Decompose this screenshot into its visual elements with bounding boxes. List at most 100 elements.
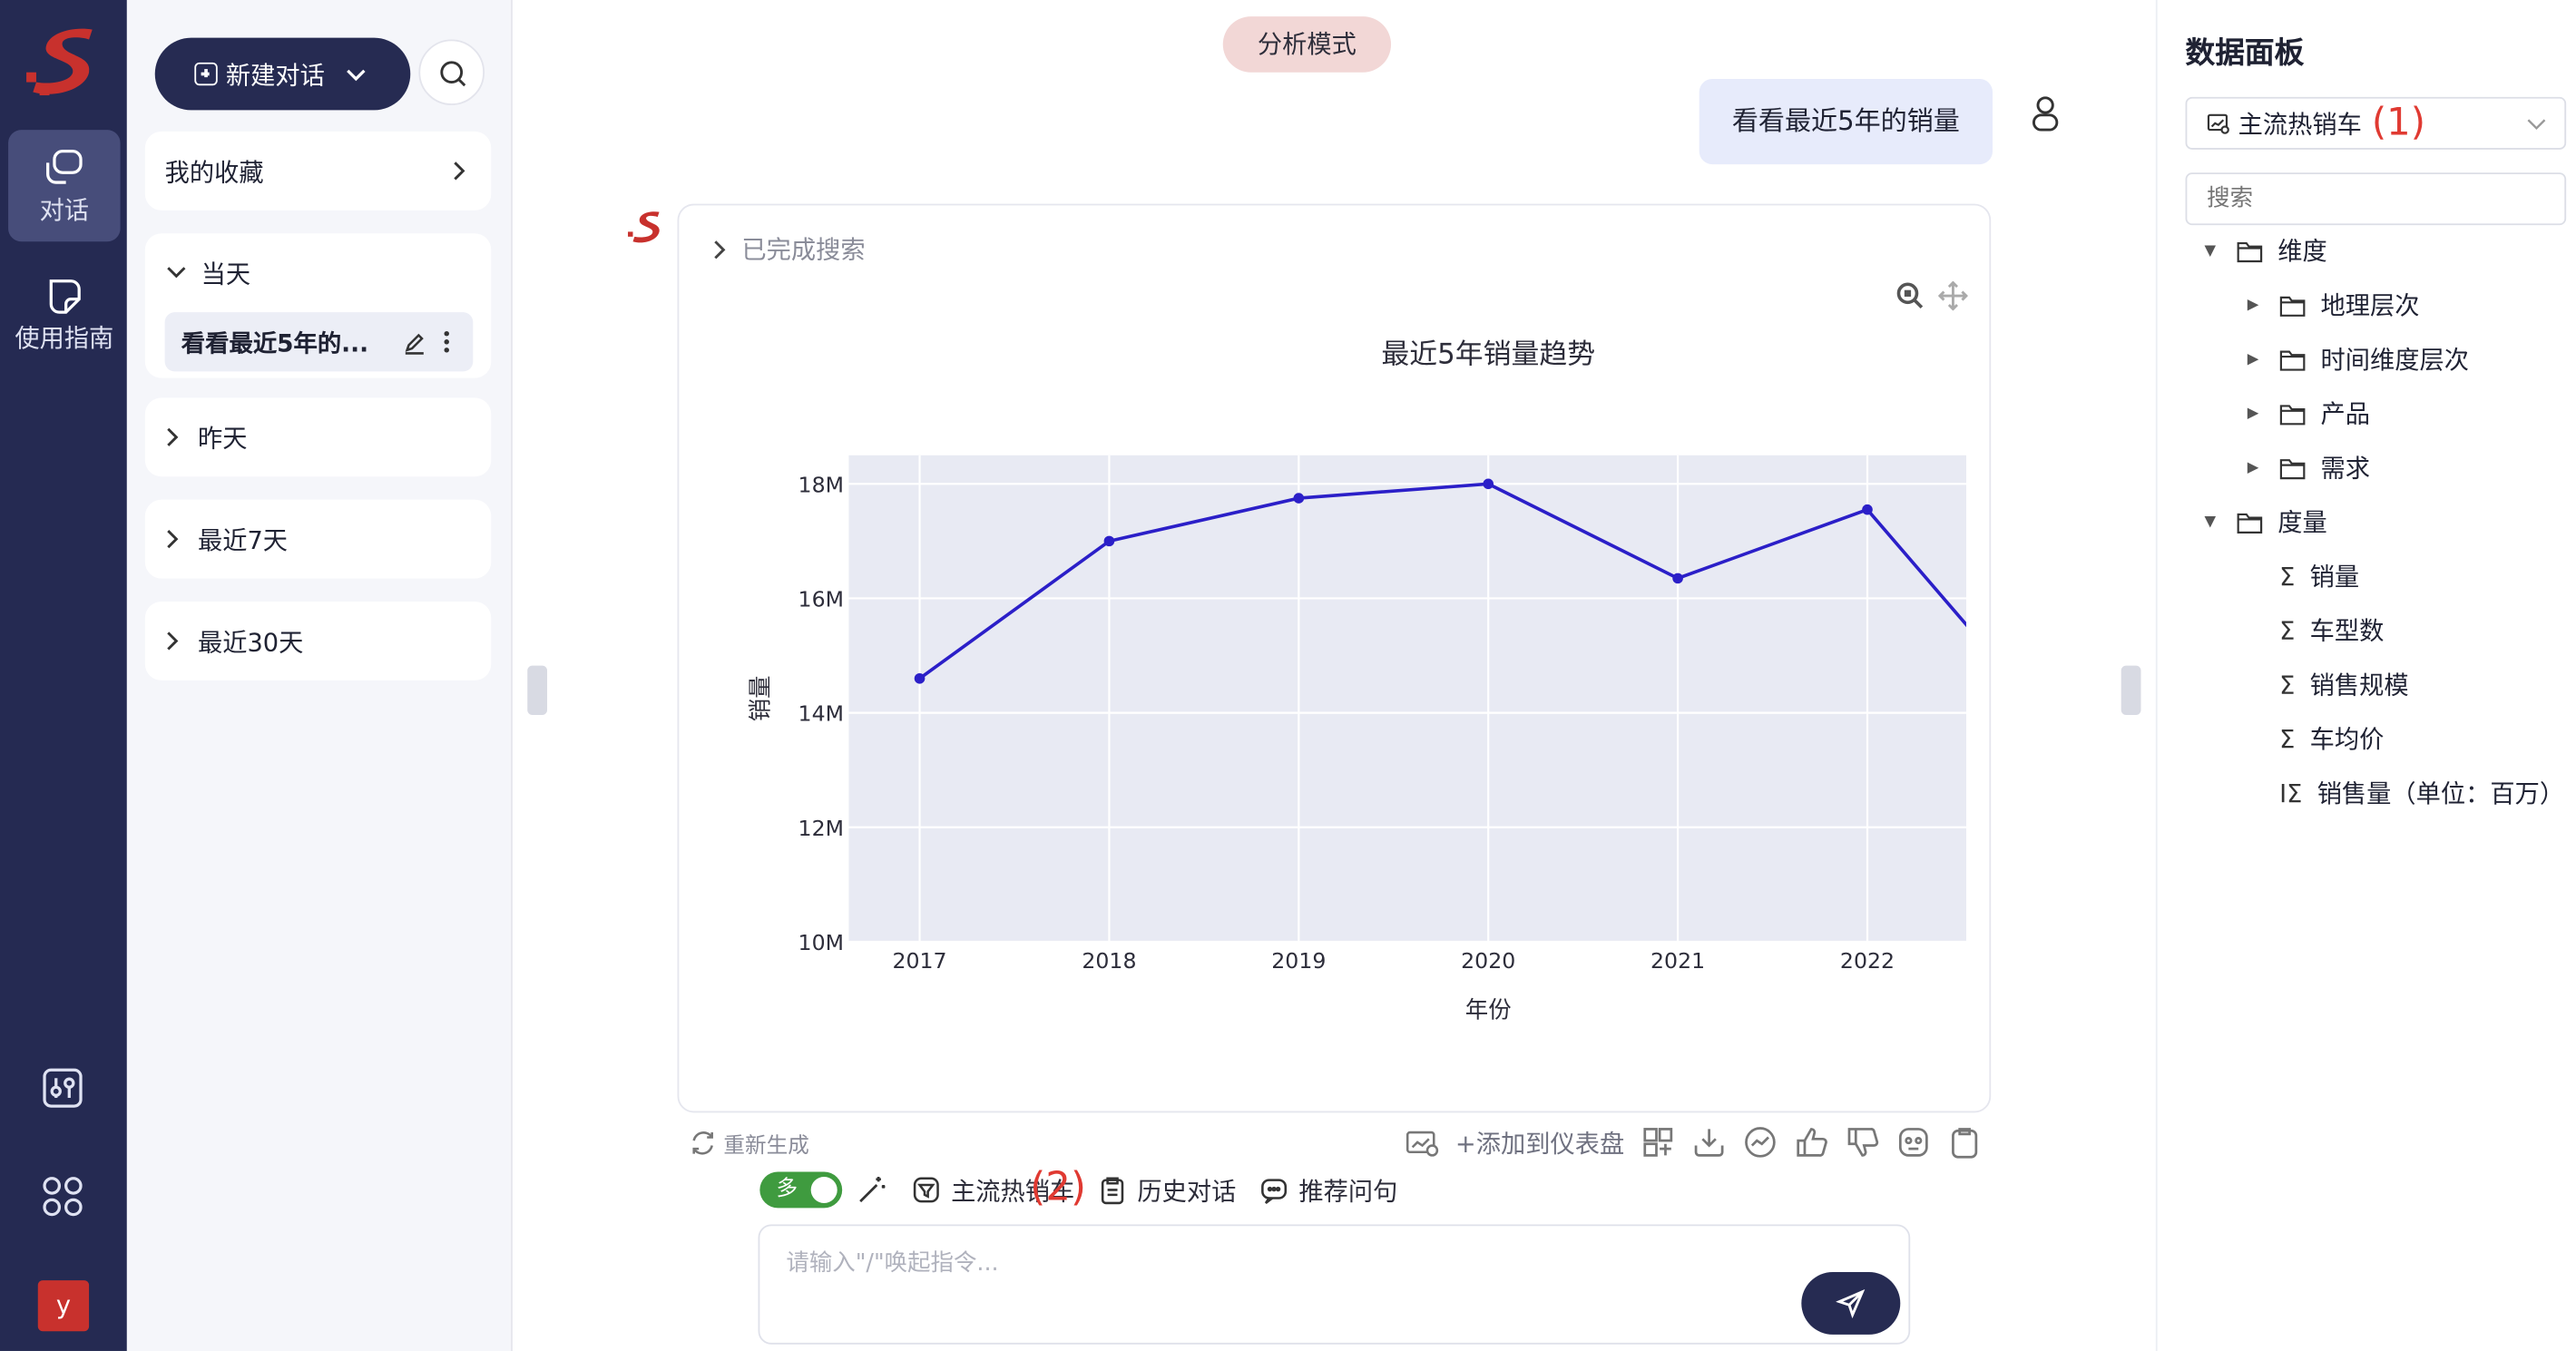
caret-down-icon[interactable]: ▼ bbox=[2204, 242, 2217, 259]
collapse-right-handle[interactable] bbox=[2121, 665, 2141, 715]
caret-down-icon[interactable]: ▼ bbox=[2204, 514, 2217, 531]
tree-node[interactable]: ▶ 地理层次 bbox=[2243, 278, 2420, 332]
regenerate-button[interactable]: 重新生成 bbox=[689, 1128, 809, 1159]
history-button[interactable]: 历史对话 bbox=[1098, 1172, 1236, 1207]
new-chat-button[interactable]: 新建对话 bbox=[154, 37, 411, 111]
chevron-right-icon bbox=[167, 631, 179, 651]
assistant-logo bbox=[628, 211, 660, 243]
y-tick-label: 18M bbox=[798, 472, 844, 497]
tree-node[interactable]: Σ 销量 bbox=[2243, 549, 2359, 603]
chart-toolbar bbox=[1895, 280, 1968, 311]
zoom-icon[interactable] bbox=[1895, 281, 1925, 311]
tree-node[interactable]: Σ 车型数 bbox=[2243, 603, 2384, 658]
folder-icon bbox=[2237, 241, 2263, 262]
rail-item-guide[interactable]: 使用指南 bbox=[8, 258, 121, 369]
chart-settings-icon[interactable] bbox=[1405, 1124, 1441, 1160]
send-button[interactable] bbox=[1801, 1272, 1901, 1335]
tree-node-label: 车均价 bbox=[2309, 724, 2385, 755]
model-selector-label: 主流热销车 bbox=[951, 1176, 1075, 1206]
user-message-bubble: 看看最近5年的销量 bbox=[1699, 78, 1993, 165]
answer-actions: +添加到仪表盘 bbox=[1405, 1124, 1983, 1160]
y-tick-label: 16M bbox=[798, 587, 844, 612]
data-panel-search[interactable] bbox=[2185, 172, 2567, 226]
search-icon bbox=[440, 61, 466, 87]
refresh-icon bbox=[692, 1131, 713, 1155]
rail-item-chat[interactable]: 对话 bbox=[8, 130, 121, 242]
tree-node[interactable]: Σ 销售规模 bbox=[2243, 658, 2409, 712]
chevron-down-icon bbox=[167, 267, 186, 279]
caret-right-icon[interactable]: ▶ bbox=[2247, 350, 2259, 367]
folder-icon bbox=[2279, 295, 2306, 316]
recommend-button-label: 推荐问句 bbox=[1298, 1176, 1398, 1206]
filter-shield-icon bbox=[913, 1177, 939, 1203]
caret-right-icon[interactable]: ▶ bbox=[2247, 296, 2259, 314]
tree-node[interactable]: ▶ 时间维度层次 bbox=[2243, 332, 2469, 387]
rail-label-guide: 使用指南 bbox=[15, 323, 114, 354]
chevron-right-icon bbox=[454, 162, 465, 181]
user-icon bbox=[2032, 96, 2059, 132]
history-item[interactable]: 看看最近5年的... bbox=[164, 312, 474, 372]
tree-node[interactable]: ▼ 度量 bbox=[2200, 494, 2326, 549]
conversation-search-button[interactable] bbox=[418, 39, 485, 105]
caret-right-icon[interactable]: ▶ bbox=[2247, 459, 2259, 476]
section-yesterday[interactable]: 昨天 bbox=[144, 397, 492, 477]
tree-node[interactable]: ▶ 需求 bbox=[2243, 440, 2370, 494]
favorites-card[interactable]: 我的收藏 bbox=[144, 131, 492, 210]
section-today-header[interactable]: 当天 bbox=[145, 233, 491, 312]
collapse-left-handle[interactable] bbox=[527, 665, 548, 715]
data-point bbox=[1103, 535, 1115, 547]
user-avatar[interactable]: y bbox=[37, 1280, 90, 1332]
tree-node-label: 需求 bbox=[2320, 453, 2371, 484]
left-rail: 对话 使用指南 y bbox=[0, 0, 127, 1351]
copy-icon[interactable] bbox=[1945, 1124, 1982, 1160]
bot-feedback-icon[interactable] bbox=[1895, 1124, 1931, 1160]
trend-chart-icon[interactable] bbox=[1741, 1124, 1778, 1160]
tree-node[interactable]: Σ 车均价 bbox=[2243, 711, 2384, 766]
y-tick-label: 10M bbox=[798, 930, 844, 955]
folder-icon bbox=[2279, 404, 2306, 425]
x-tick-label: 2018 bbox=[1082, 948, 1136, 974]
annotation-marker-1: (1) bbox=[2371, 102, 2426, 145]
tree-node[interactable]: IΣ 销售量（单位：百万） bbox=[2243, 766, 2564, 820]
section-last7days-label: 最近7天 bbox=[197, 524, 289, 555]
chevron-down-icon[interactable] bbox=[345, 63, 367, 85]
measure-sigma-icon: Σ bbox=[2279, 723, 2296, 754]
tree-node-label: 时间维度层次 bbox=[2320, 345, 2469, 375]
model-selector[interactable]: 主流热销车 bbox=[911, 1172, 1074, 1207]
thumbs-up-icon[interactable] bbox=[1792, 1124, 1828, 1160]
app-logo bbox=[26, 28, 93, 96]
search-status-label: 已完成搜索 bbox=[741, 235, 866, 265]
calc-measure-icon: IΣ bbox=[2279, 778, 2303, 808]
add-to-dashboard-button[interactable]: +添加到仪表盘 bbox=[1455, 1128, 1625, 1159]
mode-pill[interactable]: 分析模式 bbox=[1222, 16, 1392, 73]
magic-wand-icon[interactable] bbox=[856, 1173, 888, 1206]
measure-sigma-icon: Σ bbox=[2279, 670, 2296, 700]
input-toolbar: 多 主流热销车 历史对话 推荐问句 bbox=[759, 1171, 1398, 1209]
data-point bbox=[1293, 493, 1305, 504]
dataset-select-value: 主流热销车 bbox=[2238, 109, 2362, 140]
more-vertical-icon[interactable] bbox=[444, 330, 450, 353]
apps-grid-icon[interactable] bbox=[40, 1173, 86, 1219]
recommend-button[interactable]: 推荐问句 bbox=[1259, 1172, 1398, 1207]
download-icon[interactable] bbox=[1690, 1124, 1727, 1160]
settings-sliders-icon[interactable] bbox=[40, 1065, 86, 1111]
chat-input[interactable] bbox=[786, 1246, 1776, 1296]
x-tick-label: 2020 bbox=[1461, 948, 1515, 974]
dataset-select[interactable]: 主流热销车 (1) bbox=[2185, 96, 2567, 150]
edit-icon[interactable] bbox=[402, 329, 426, 354]
thumbs-down-icon[interactable] bbox=[1844, 1124, 1880, 1160]
multi-turn-toggle[interactable]: 多 bbox=[759, 1171, 843, 1209]
tree-node-label: 维度 bbox=[2277, 236, 2327, 267]
section-last7days[interactable]: 最近7天 bbox=[144, 499, 492, 579]
chevron-right-icon bbox=[714, 240, 726, 259]
caret-right-icon[interactable]: ▶ bbox=[2247, 405, 2259, 422]
pan-icon[interactable] bbox=[1938, 280, 1968, 311]
pivot-table-icon[interactable] bbox=[1640, 1124, 1676, 1160]
section-last30days[interactable]: 最近30天 bbox=[144, 601, 492, 680]
tree-node[interactable]: ▼ 维度 bbox=[2200, 223, 2327, 278]
tree-node-label: 产品 bbox=[2320, 399, 2371, 429]
plot-background bbox=[848, 455, 1966, 942]
tree-node[interactable]: ▶ 产品 bbox=[2243, 387, 2370, 441]
section-today: 当天 看看最近5年的... bbox=[144, 233, 492, 378]
search-status[interactable]: 已完成搜索 bbox=[712, 231, 866, 266]
